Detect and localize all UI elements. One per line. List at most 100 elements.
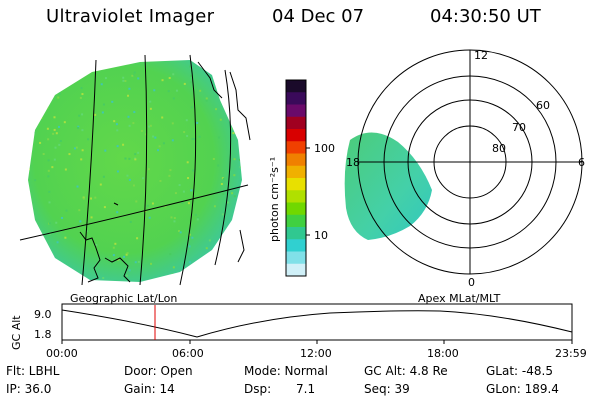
texture-speck — [134, 261, 137, 264]
texture-speck — [193, 138, 196, 141]
texture-speck — [112, 246, 115, 249]
texture-speck — [172, 97, 175, 100]
texture-speck — [205, 247, 208, 250]
texture-speck — [123, 255, 126, 258]
texture-speck — [169, 253, 172, 256]
texture-speck — [29, 139, 32, 142]
texture-speck — [94, 196, 97, 199]
texture-speck — [179, 231, 182, 234]
texture-speck — [167, 90, 170, 93]
texture-speck — [173, 220, 176, 223]
texture-speck — [128, 157, 131, 160]
texture-speck — [152, 135, 155, 138]
texture-speck — [55, 221, 58, 224]
colorbar-unit-label: photon cm⁻²s⁻¹ — [268, 157, 281, 242]
texture-speck — [128, 124, 131, 127]
texture-speck — [131, 74, 134, 77]
texture-speck — [196, 263, 199, 266]
texture-speck — [188, 261, 191, 264]
polar-lat-60: 60 — [536, 99, 550, 112]
texture-speck — [81, 129, 84, 132]
texture-speck — [38, 268, 41, 271]
texture-speck — [239, 201, 242, 204]
texture-speck — [148, 125, 151, 128]
texture-speck — [164, 205, 167, 208]
texture-speck — [117, 258, 120, 261]
colorbar-tick-100: 100 — [314, 142, 335, 155]
texture-speck — [61, 216, 64, 219]
texture-speck — [33, 131, 36, 134]
colorbar-scale — [286, 80, 306, 277]
texture-speck — [78, 209, 81, 212]
texture-speck — [98, 66, 101, 69]
geo-grid — [19, 54, 249, 286]
polar-plot-label: Apex MLat/MLT — [418, 292, 501, 305]
texture-speck — [54, 146, 57, 149]
texture-speck — [122, 76, 125, 79]
texture-speck — [141, 177, 144, 180]
texture-speck — [218, 136, 221, 139]
time-tick-2359: 23:59 — [555, 347, 587, 360]
texture-speck — [146, 204, 149, 207]
texture-speck — [220, 183, 223, 186]
texture-speck — [99, 183, 102, 186]
texture-speck — [56, 62, 59, 65]
texture-speck — [68, 153, 71, 156]
texture-speck — [149, 100, 152, 103]
polar-mlt-18: 18 — [346, 156, 360, 169]
texture-speck — [134, 153, 137, 156]
texture-speck — [65, 75, 68, 78]
texture-speck — [231, 192, 234, 195]
texture-speck — [79, 220, 82, 223]
colorbar-stripe — [286, 227, 306, 240]
texture-speck — [190, 189, 193, 192]
geo-map-label: Geographic Lat/Lon — [70, 292, 177, 305]
texture-speck — [168, 174, 171, 177]
texture-speck — [147, 168, 150, 171]
texture-speck — [149, 107, 152, 110]
texture-speck — [63, 121, 66, 124]
texture-speck — [233, 174, 236, 177]
colorbar-stripe — [286, 251, 306, 265]
texture-speck — [159, 179, 162, 182]
texture-speck — [171, 273, 174, 276]
texture-speck — [208, 239, 211, 242]
texture-speck — [47, 159, 50, 162]
texture-speck — [169, 169, 172, 172]
texture-speck — [132, 74, 135, 77]
texture-speck — [181, 201, 184, 204]
texture-speck — [87, 138, 90, 141]
texture-speck — [62, 264, 65, 267]
texture-speck — [183, 82, 186, 85]
texture-speck — [178, 184, 181, 187]
colorbar: 100 10 photon cm⁻²s⁻¹ — [268, 79, 335, 277]
texture-speck — [137, 77, 140, 80]
texture-speck — [221, 213, 224, 216]
texture-speck — [128, 178, 131, 181]
texture-speck — [241, 63, 242, 66]
time-tick-1800: 18:00 — [427, 347, 459, 360]
texture-speck — [90, 216, 93, 219]
texture-speck — [94, 113, 97, 116]
texture-speck — [222, 193, 225, 196]
texture-speck — [171, 139, 174, 142]
texture-speck — [46, 106, 49, 109]
texture-speck — [158, 145, 161, 148]
texture-speck — [240, 248, 242, 251]
colorbar-stripe — [286, 239, 306, 252]
texture-speck — [116, 129, 119, 132]
texture-speck — [189, 81, 192, 84]
texture-speck — [51, 166, 54, 169]
texture-speck — [74, 147, 77, 150]
texture-speck — [47, 169, 50, 172]
texture-speck — [230, 238, 233, 241]
texture-speck — [175, 89, 178, 92]
texture-speck — [215, 108, 218, 111]
texture-speck — [46, 96, 49, 99]
texture-speck — [129, 220, 132, 223]
observation-time: 04:30:50 UT — [430, 6, 541, 27]
colorbar-stripe — [286, 202, 306, 216]
texture-speck — [54, 86, 57, 89]
time-tick-1200: 12:00 — [300, 347, 332, 360]
